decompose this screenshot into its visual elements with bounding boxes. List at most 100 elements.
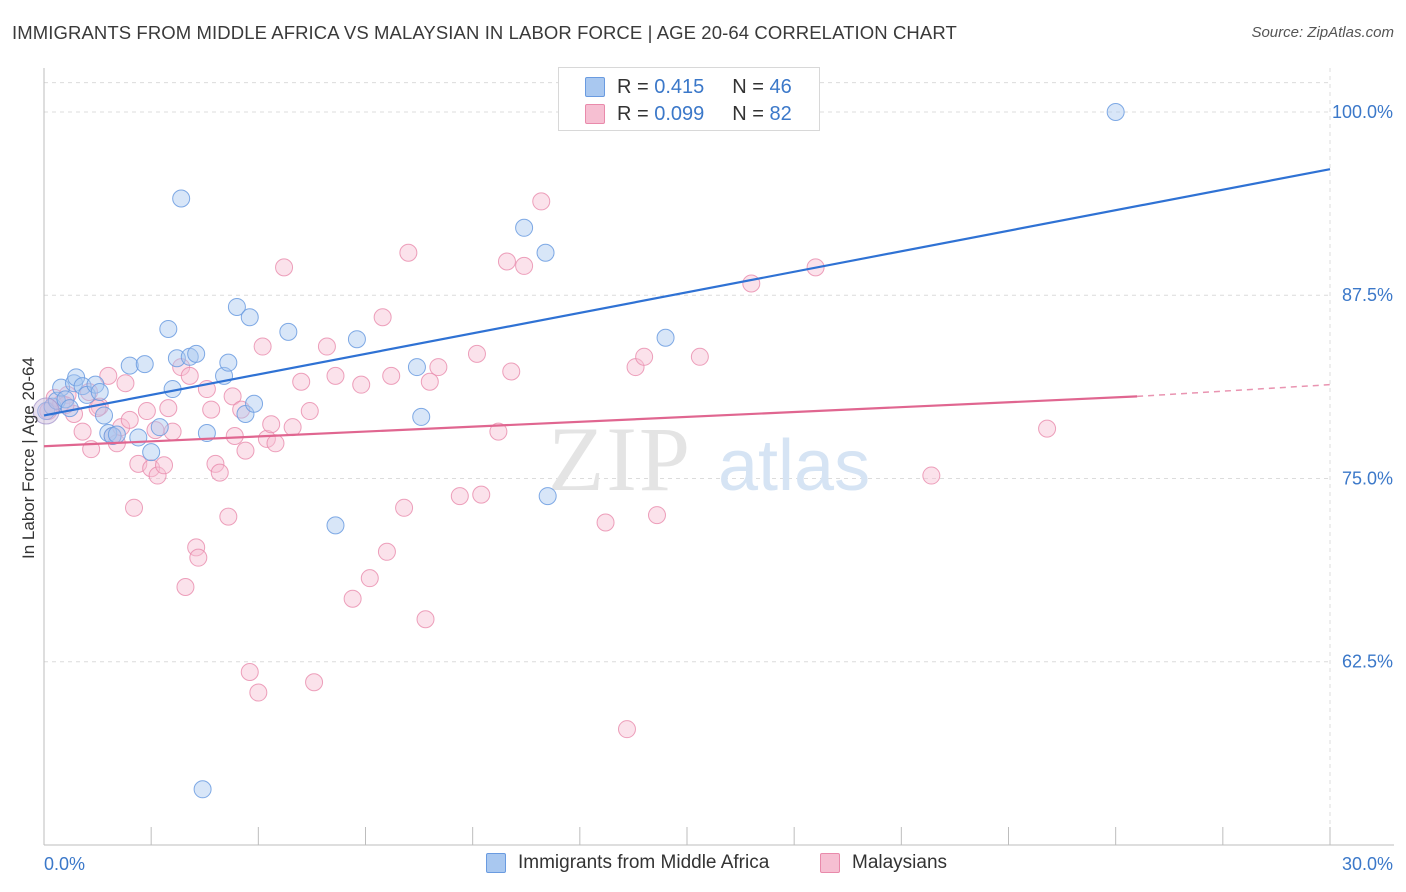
- malaysians-point: [223, 387, 242, 406]
- malaysians-point: [922, 466, 941, 485]
- malaysians-point: [283, 418, 302, 437]
- middle-africa-point: [60, 399, 79, 418]
- middle-africa-point: [120, 356, 139, 375]
- malaysians-point: [377, 542, 396, 561]
- malaysians-point: [219, 507, 238, 526]
- malaysians-point: [395, 498, 414, 517]
- series-legend: Immigrants from Middle Africa Malaysians: [0, 852, 1406, 878]
- malaysians-point: [450, 487, 469, 506]
- middle-africa-point: [538, 487, 557, 506]
- middle-africa-point: [56, 390, 75, 409]
- malaysians-point: [176, 577, 195, 596]
- malaysians-point: [210, 463, 229, 482]
- malaysians-point: [472, 485, 491, 504]
- malaysians-point: [416, 610, 435, 629]
- malaysians-point: [467, 344, 486, 363]
- middle-africa-point: [187, 344, 206, 363]
- middle-africa-point: [142, 443, 161, 462]
- middle-africa-point: [326, 516, 345, 535]
- middle-africa-point: [227, 297, 246, 316]
- malaysians-trend-extension: [1137, 383, 1331, 398]
- legend-row-malaysians: R = 0.099 N = 82: [585, 102, 792, 126]
- malaysians-point: [275, 258, 294, 277]
- middle-africa-point: [107, 425, 126, 444]
- malaysians-point: [159, 399, 178, 418]
- malaysians-point: [742, 274, 761, 293]
- malaysians-point: [617, 720, 636, 739]
- malaysians-point: [502, 362, 521, 381]
- axis-labels: 62.5% 75.0% 87.5% 100.0% 0.0% 30.0%: [44, 102, 1393, 874]
- malaysians-point: [382, 366, 401, 385]
- malaysians-point: [420, 372, 439, 391]
- n-label: N =: [732, 75, 764, 98]
- malaysians-points: [39, 192, 1057, 739]
- malaysians-point: [515, 256, 534, 275]
- malaysians-point: [155, 456, 174, 475]
- malaysians-point: [532, 192, 551, 211]
- malaysians-point: [253, 337, 272, 356]
- middle-africa-point: [150, 418, 169, 437]
- y-tick-label: 62.5%: [1342, 652, 1393, 672]
- correlation-legend: R = 0.415 N = 46 R = 0.099 N = 82: [558, 67, 820, 131]
- legend-row-middle-africa: R = 0.415 N = 46: [585, 75, 792, 99]
- r-value: 0.415: [654, 75, 705, 98]
- r-value: 0.099: [654, 102, 705, 125]
- malaysians-point: [240, 663, 259, 682]
- middle-africa-point: [515, 218, 534, 237]
- chart-title: IMMIGRANTS FROM MIDDLE AFRICA VS MALAYSI…: [12, 22, 957, 43]
- middle-africa-point: [90, 382, 109, 401]
- middle-africa-point: [67, 368, 86, 387]
- malaysians-point: [73, 422, 92, 441]
- malaysians-point: [596, 513, 615, 532]
- watermark-zip: ZIP: [548, 408, 692, 510]
- malaysians-point: [249, 683, 268, 702]
- malaysians-point: [373, 308, 392, 327]
- malaysians-point: [116, 374, 135, 393]
- legend-item-malaysians[interactable]: Malaysians: [820, 852, 947, 874]
- malaysians-point: [352, 375, 371, 394]
- malaysians-point: [1038, 419, 1057, 438]
- malaysians-point: [292, 372, 311, 391]
- n-value: 82: [769, 102, 792, 125]
- legend-label: Immigrants from Middle Africa: [518, 852, 770, 873]
- middle-africa-point: [240, 308, 259, 327]
- y-tick-label: 100.0%: [1332, 102, 1393, 122]
- middle-africa-point: [167, 349, 186, 368]
- middle-africa-point: [1106, 102, 1125, 121]
- malaysians-point: [266, 434, 285, 453]
- pink-swatch-icon: [585, 104, 605, 124]
- middle-africa-point: [219, 353, 238, 372]
- middle-africa-point: [135, 355, 154, 374]
- middle-africa-point: [245, 394, 264, 413]
- middle-africa-points: [32, 102, 1125, 799]
- y-axis-title: In Labor Force | Age 20-64: [19, 357, 38, 559]
- malaysians-point: [236, 441, 255, 460]
- malaysians-point: [690, 347, 709, 366]
- middle-africa-point: [197, 424, 216, 443]
- x-tick-label: 30.0%: [1342, 854, 1393, 874]
- watermark: ZIP atlas: [548, 408, 870, 510]
- malaysians-point: [257, 429, 276, 448]
- middle-africa-point: [279, 322, 298, 341]
- malaysians-point: [326, 366, 345, 385]
- malaysians-point: [317, 337, 336, 356]
- trend-lines: [43, 168, 1331, 448]
- middle-africa-point: [172, 189, 191, 208]
- legend-label: Malaysians: [852, 852, 948, 873]
- malaysians-point: [120, 410, 139, 429]
- malaysians-point: [635, 347, 654, 366]
- n-value: 46: [769, 75, 792, 98]
- middle-africa-point: [656, 328, 675, 347]
- middle-africa-trend-line: [43, 168, 1331, 417]
- blue-swatch-icon: [585, 77, 605, 97]
- middle-africa-point: [129, 428, 148, 447]
- malaysians-point: [137, 402, 156, 421]
- legend-item-middle-africa[interactable]: Immigrants from Middle Africa: [486, 852, 769, 874]
- axes: [43, 68, 1394, 846]
- middle-africa-point: [95, 406, 114, 425]
- malaysians-point: [305, 673, 324, 692]
- malaysians-point: [189, 548, 208, 567]
- malaysians-point: [489, 422, 508, 441]
- malaysians-point: [300, 402, 319, 421]
